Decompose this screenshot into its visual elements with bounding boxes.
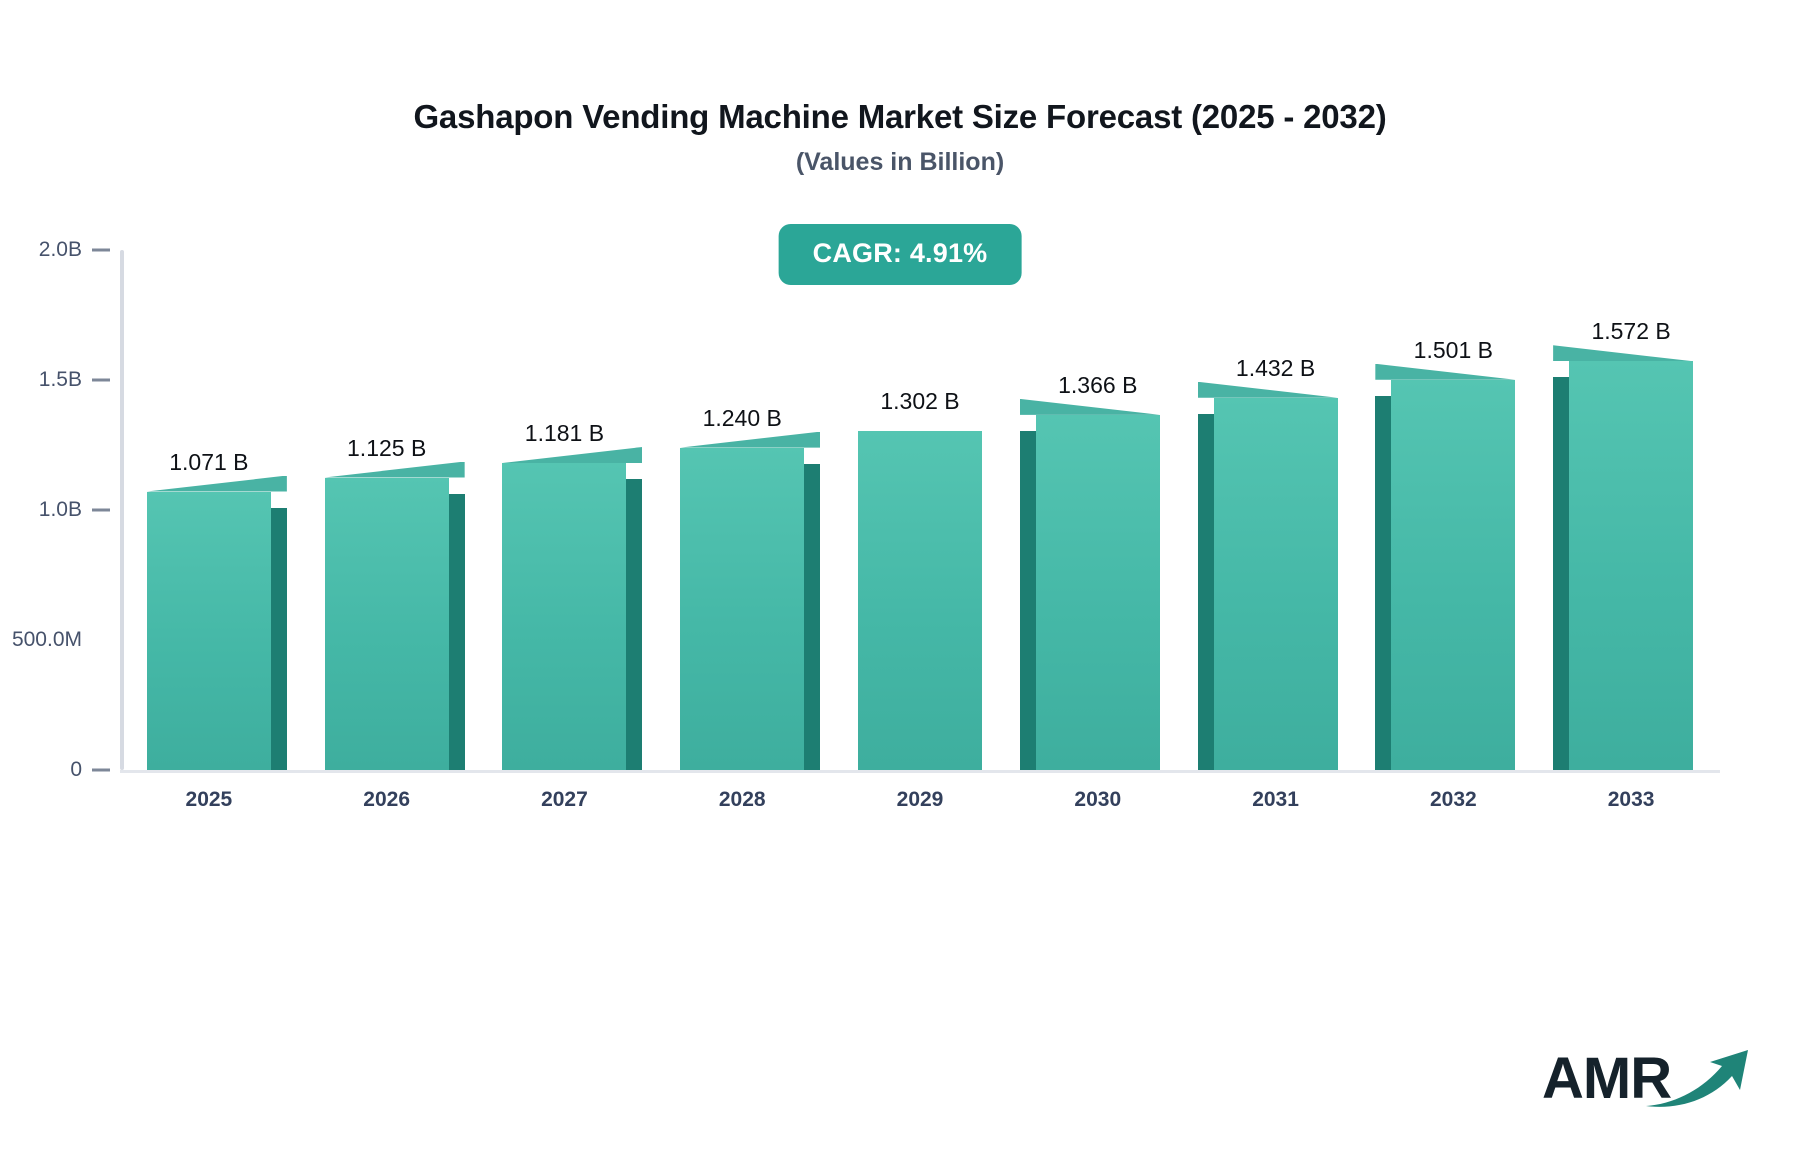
bar-2026[interactable]: 1.125 B — [324, 435, 465, 770]
x-axis-tick-label: 2033 — [1607, 788, 1655, 811]
bar-side-face — [1197, 413, 1214, 770]
bar-2031[interactable]: 1.432 B — [1197, 355, 1338, 770]
bar-value-label: 1.572 B — [1591, 318, 1671, 345]
bar-value-label: 1.240 B — [702, 404, 782, 431]
bar-2029[interactable]: 1.302 B — [858, 388, 982, 770]
bar-top-face — [502, 446, 643, 463]
bar-front-face: 1.432 B — [1213, 355, 1338, 770]
chart-subtitle: (Values in Billion) — [795, 148, 1005, 176]
y-axis-tick-mark — [92, 248, 110, 252]
x-axis-tick-label: 2027 — [541, 788, 588, 811]
bar-side-face — [270, 507, 287, 770]
bar-value-label: 1.302 B — [880, 388, 960, 415]
bar-value-label: 1.181 B — [524, 419, 605, 446]
amr-logo: AMR — [1542, 1034, 1752, 1126]
bar-front-face: 1.366 B — [1035, 372, 1160, 770]
bar-side-face — [448, 493, 465, 770]
bar-2032[interactable]: 1.501 B — [1375, 337, 1516, 770]
bar-side-face — [1019, 430, 1036, 770]
bar-2028[interactable]: 1.240 B — [680, 405, 821, 770]
bar-front-face: 1.125 B — [324, 435, 449, 770]
page-title: Gashapon Vending Machine Market Size For… — [413, 98, 1387, 135]
y-axis-tick-mark — [92, 378, 110, 382]
x-axis-tick-label: 2031 — [1252, 788, 1299, 811]
y-axis-tick-label: 1.5B — [38, 368, 82, 391]
bar-front-face: 1.572 B — [1569, 318, 1694, 770]
x-axis-tick-label: 2025 — [185, 788, 233, 811]
bar-side-face — [1553, 377, 1570, 770]
bar-top-face — [146, 475, 287, 492]
y-axis-tick-mark — [92, 768, 110, 772]
cagr-badge: CAGR: 4.91% — [778, 224, 1022, 285]
y-axis-tick-label: 2.0B — [38, 238, 82, 261]
bar-2027[interactable]: 1.181 B — [502, 420, 643, 770]
x-axis-tick-label: 2026 — [363, 788, 411, 811]
x-axis-tick-label: 2028 — [718, 788, 766, 811]
bar-front-face: 1.501 B — [1391, 337, 1516, 770]
bar-2033[interactable]: 1.572 B — [1553, 318, 1694, 770]
logo-text: AMR — [1542, 1046, 1672, 1111]
x-axis-line — [120, 770, 1720, 773]
y-axis-tick-label: 500.0M — [11, 628, 82, 651]
bar-value-label: 1.125 B — [347, 434, 427, 461]
growth-arrow-icon — [1646, 1050, 1748, 1107]
bar-top-face — [1375, 363, 1516, 380]
y-axis-tick-label: 0 — [70, 758, 82, 781]
bar-front-face: 1.240 B — [680, 405, 805, 770]
bar-side-face — [626, 478, 643, 770]
x-axis-tick-label: 2032 — [1429, 788, 1477, 811]
bar-value-label: 1.432 B — [1235, 354, 1316, 381]
plot-area: 0 500.0M 1.0B 1.5B 2.0B 1.071 B 1.125 B 1.181 … — [12, 238, 1720, 811]
bar-value-label: 1.071 B — [169, 448, 249, 475]
bar-front-face: 1.181 B — [502, 420, 627, 770]
bar-top-face — [324, 461, 465, 478]
bar-value-label: 1.366 B — [1058, 371, 1138, 398]
bar-2030[interactable]: 1.366 B — [1019, 372, 1160, 770]
bar-2025[interactable]: 1.071 B — [146, 449, 287, 770]
x-axis-tick-label: 2029 — [896, 788, 944, 811]
y-axis-line — [120, 250, 124, 770]
bar-side-face — [804, 463, 821, 770]
x-axis-tick-label: 2030 — [1074, 788, 1122, 811]
bar-side-face — [1375, 395, 1392, 770]
bar-top-face — [1197, 381, 1338, 398]
y-axis-tick-mark — [92, 508, 110, 512]
y-axis-tick-label: 1.0B — [38, 498, 82, 521]
bar-front-face: 1.071 B — [146, 449, 271, 770]
bar-top-face — [1553, 345, 1694, 362]
bar-value-label: 1.501 B — [1413, 336, 1493, 363]
bar-front-face: 1.302 B — [858, 388, 982, 770]
bar-top-face — [1019, 398, 1160, 415]
bar-top-face — [680, 431, 821, 448]
